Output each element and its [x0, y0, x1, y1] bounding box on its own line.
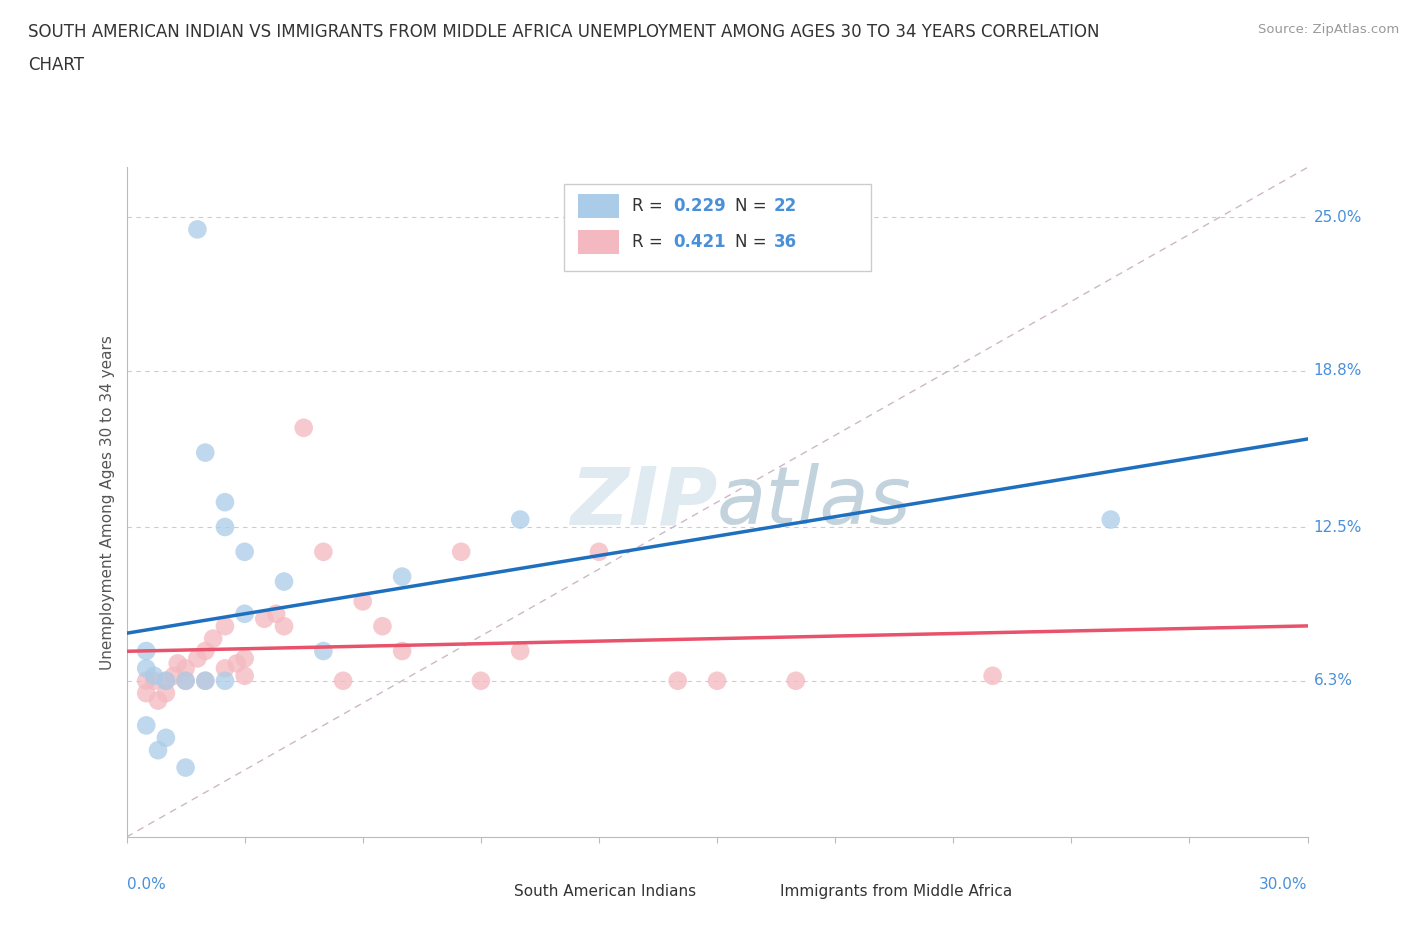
Point: [135, 718, 157, 733]
Point: [233, 651, 256, 666]
Point: [135, 685, 157, 700]
Point: [194, 673, 217, 688]
Point: [194, 673, 217, 688]
Point: [135, 661, 157, 676]
Point: [981, 669, 1004, 684]
Point: [146, 693, 169, 708]
Point: [273, 574, 295, 589]
Text: ZIP: ZIP: [569, 463, 717, 541]
Text: 30.0%: 30.0%: [1260, 877, 1308, 892]
Point: [666, 673, 689, 688]
Point: [166, 656, 188, 671]
FancyBboxPatch shape: [578, 193, 619, 218]
Point: [391, 569, 413, 584]
Point: [1099, 512, 1122, 527]
Point: [312, 644, 335, 658]
Point: [588, 544, 610, 559]
Text: South American Indians: South American Indians: [515, 884, 696, 899]
Point: [352, 594, 374, 609]
Point: [163, 669, 186, 684]
Point: [273, 618, 295, 633]
Text: 6.3%: 6.3%: [1313, 673, 1353, 688]
Point: [186, 222, 208, 237]
Point: [135, 673, 157, 688]
Point: [264, 606, 287, 621]
Point: [253, 611, 276, 626]
Point: [233, 669, 256, 684]
Text: R =: R =: [633, 196, 668, 215]
Point: [292, 420, 315, 435]
Text: Source: ZipAtlas.com: Source: ZipAtlas.com: [1258, 23, 1399, 36]
Text: 36: 36: [773, 233, 797, 251]
Point: [194, 644, 217, 658]
Point: [214, 618, 236, 633]
Text: 25.0%: 25.0%: [1313, 209, 1362, 224]
FancyBboxPatch shape: [578, 231, 619, 255]
Point: [706, 673, 728, 688]
Point: [174, 661, 197, 676]
Text: Immigrants from Middle Africa: Immigrants from Middle Africa: [780, 884, 1012, 899]
Point: [155, 673, 177, 688]
Point: [174, 673, 197, 688]
Point: [509, 512, 531, 527]
Point: [135, 644, 157, 658]
Point: [371, 618, 394, 633]
Point: [233, 544, 256, 559]
Text: R =: R =: [633, 233, 668, 251]
Point: [312, 544, 335, 559]
Point: [214, 661, 236, 676]
Point: [470, 673, 492, 688]
Point: [225, 656, 247, 671]
Point: [214, 495, 236, 510]
Text: N =: N =: [735, 233, 772, 251]
Text: 0.229: 0.229: [673, 196, 725, 215]
Point: [155, 685, 177, 700]
Point: [194, 445, 217, 460]
Text: SOUTH AMERICAN INDIAN VS IMMIGRANTS FROM MIDDLE AFRICA UNEMPLOYMENT AMONG AGES 3: SOUTH AMERICAN INDIAN VS IMMIGRANTS FROM…: [28, 23, 1099, 41]
Text: CHART: CHART: [28, 56, 84, 73]
Text: 0.421: 0.421: [673, 233, 725, 251]
Text: 0.0%: 0.0%: [127, 877, 166, 892]
Point: [214, 673, 236, 688]
FancyBboxPatch shape: [735, 882, 770, 902]
Point: [233, 606, 256, 621]
Y-axis label: Unemployment Among Ages 30 to 34 years: Unemployment Among Ages 30 to 34 years: [100, 335, 115, 670]
Point: [332, 673, 354, 688]
Point: [391, 644, 413, 658]
Point: [214, 520, 236, 535]
Point: [155, 673, 177, 688]
Point: [143, 669, 166, 684]
Text: N =: N =: [735, 196, 772, 215]
FancyBboxPatch shape: [470, 882, 505, 902]
Point: [186, 651, 208, 666]
Text: 12.5%: 12.5%: [1313, 520, 1362, 535]
Point: [450, 544, 472, 559]
Point: [146, 743, 169, 758]
Text: 18.8%: 18.8%: [1313, 364, 1362, 379]
Text: atlas: atlas: [717, 463, 912, 541]
Point: [509, 644, 531, 658]
Point: [174, 673, 197, 688]
Point: [174, 760, 197, 775]
Point: [202, 631, 225, 646]
Point: [785, 673, 807, 688]
Point: [155, 730, 177, 745]
Point: [143, 673, 166, 688]
Text: 22: 22: [773, 196, 797, 215]
FancyBboxPatch shape: [564, 184, 870, 272]
